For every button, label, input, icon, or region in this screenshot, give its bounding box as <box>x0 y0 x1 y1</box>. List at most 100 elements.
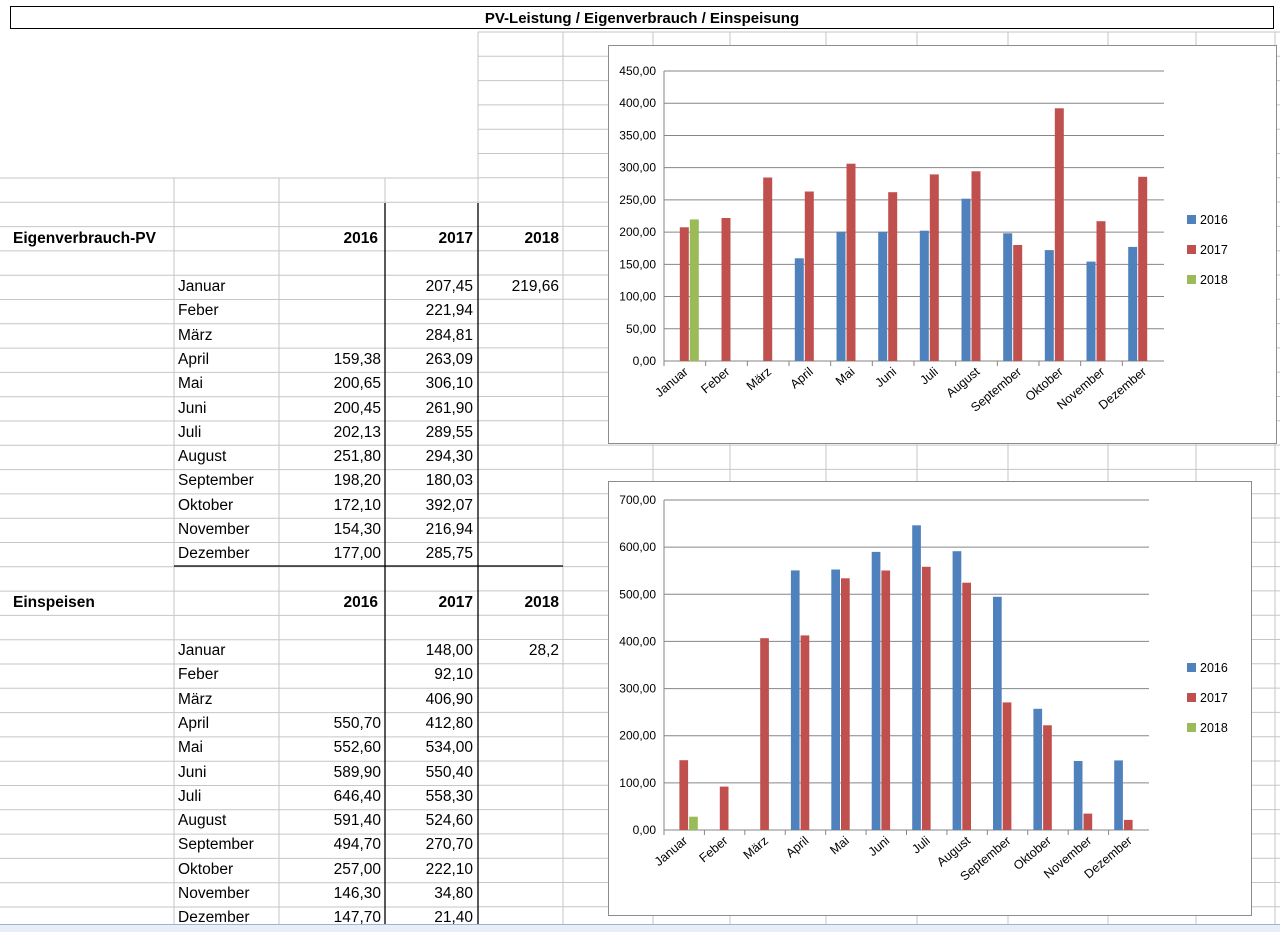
bar-2016-August[interactable] <box>952 551 962 830</box>
value-2016: 550,70 <box>333 714 381 732</box>
bar-2016-Juni[interactable] <box>878 231 888 361</box>
x-tick-label: Juli <box>909 834 932 857</box>
x-tick-label: Juni <box>866 834 893 859</box>
value-2017: 284,81 <box>425 326 473 344</box>
bar-2017-Juli[interactable] <box>921 566 931 830</box>
bar-2017-September[interactable] <box>1002 702 1012 830</box>
bar-2016-September[interactable] <box>993 596 1002 830</box>
bar-2016-Dezember[interactable] <box>1128 246 1138 361</box>
legend-label-2017: 2017 <box>1200 243 1228 257</box>
month-label: Mai <box>178 375 203 393</box>
bar-2016-Oktober[interactable] <box>1044 250 1054 361</box>
eigenverbrauch-chart[interactable]: 0,00 50,00 100,00 150,00 200,00 250,00 300,00 3… <box>608 45 1277 444</box>
bar-2017-Oktober[interactable] <box>1054 108 1064 361</box>
month-label: Juli <box>178 787 202 805</box>
y-tick-label: 0,00 <box>633 354 657 368</box>
value-2016: 159,38 <box>333 350 381 368</box>
month-label: August <box>178 812 227 830</box>
bar-2017-Juni[interactable] <box>888 192 898 361</box>
value-2016: 552,60 <box>333 739 381 757</box>
legend-label-2016: 2016 <box>1200 213 1228 227</box>
month-label: März <box>178 326 213 344</box>
bar-2017-November[interactable] <box>1083 813 1093 830</box>
value-2016: 172,10 <box>333 496 381 514</box>
legend-swatch-2016 <box>1187 663 1196 672</box>
year-header-2018: 2018 <box>524 594 559 611</box>
value-2017: 294,30 <box>425 448 473 466</box>
x-tick-label: März <box>741 834 771 863</box>
y-tick-label: 200,00 <box>619 225 656 239</box>
bar-2017-Dezember[interactable] <box>1123 819 1133 830</box>
value-2016: 200,65 <box>333 375 381 393</box>
bar-2016-Juli[interactable] <box>912 525 921 830</box>
value-2018: 219,66 <box>511 278 559 295</box>
y-tick-label: 150,00 <box>619 257 656 271</box>
value-2016: 494,70 <box>333 836 381 854</box>
value-2017: 263,09 <box>425 350 473 368</box>
bar-2016-Dezember[interactable] <box>1114 760 1123 830</box>
bar-2017-Januar[interactable] <box>679 760 689 830</box>
bar-2017-August[interactable] <box>971 171 981 361</box>
value-2016: 589,90 <box>333 763 381 781</box>
bar-2016-November[interactable] <box>1073 761 1083 830</box>
year-header-2017: 2017 <box>438 230 473 247</box>
bar-2016-Oktober[interactable] <box>1033 708 1043 830</box>
value-2016: 251,80 <box>333 448 381 466</box>
bar-2017-Juli[interactable] <box>929 174 939 361</box>
value-2017: 285,75 <box>425 545 473 563</box>
y-tick-label: 0,00 <box>633 823 657 837</box>
bar-2016-November[interactable] <box>1086 261 1096 361</box>
month-label: September <box>178 836 254 854</box>
bar-2017-Juni[interactable] <box>881 570 891 831</box>
bar-2016-April[interactable] <box>794 258 804 361</box>
x-tick-label: Feber <box>697 834 731 866</box>
value-2016: 198,20 <box>333 472 381 490</box>
bar-2018-Januar[interactable] <box>689 219 699 361</box>
value-2017: 92,10 <box>434 666 473 684</box>
bar-2017-Feber[interactable] <box>719 786 729 830</box>
bar-2016-Mai[interactable] <box>831 569 840 831</box>
bar-2017-August[interactable] <box>962 582 971 830</box>
y-tick-label: 450,00 <box>619 64 656 78</box>
bar-2018-Januar[interactable] <box>689 816 698 830</box>
sheet-tab-bar[interactable] <box>0 924 1280 932</box>
bar-2016-Juli[interactable] <box>919 230 929 361</box>
bar-2017-November[interactable] <box>1096 221 1106 361</box>
x-tick-label: Juni <box>873 365 900 390</box>
bar-2016-August[interactable] <box>961 198 971 361</box>
value-2016: 147,70 <box>333 909 381 927</box>
bar-2017-Mai[interactable] <box>846 163 856 361</box>
bar-2017-März[interactable] <box>760 638 769 830</box>
month-label: Juni <box>178 763 207 781</box>
value-2017: 270,70 <box>425 836 473 854</box>
bar-2017-März[interactable] <box>763 177 773 362</box>
y-tick-label: 50,00 <box>626 322 656 336</box>
einspeisen-chart[interactable]: 0,00 100,00 200,00 300,00 400,00 500,00 600,00… <box>608 481 1252 916</box>
value-2016: 154,30 <box>333 521 381 538</box>
bar-2017-April[interactable] <box>804 191 814 362</box>
chart-svg: 0,00 50,00 100,00 150,00 200,00 250,00 300,00 3… <box>619 64 1228 415</box>
bar-2017-Feber[interactable] <box>721 218 731 361</box>
y-tick-label: 350,00 <box>619 128 656 142</box>
month-label: November <box>178 885 250 902</box>
month-label: Feber <box>178 666 219 684</box>
month-label: Oktober <box>178 860 234 878</box>
bar-2017-Januar[interactable] <box>679 227 689 361</box>
bar-2016-September[interactable] <box>1003 233 1013 361</box>
bar-2017-Mai[interactable] <box>841 578 850 830</box>
y-tick-label: 200,00 <box>619 729 656 743</box>
month-label: Oktober <box>178 496 234 514</box>
value-2017: 534,00 <box>425 739 473 757</box>
y-tick-label: 400,00 <box>619 634 656 648</box>
bar-2017-April[interactable] <box>800 635 810 830</box>
bar-2017-September[interactable] <box>1013 245 1023 361</box>
bar-2017-Oktober[interactable] <box>1043 725 1052 830</box>
bar-2016-Juni[interactable] <box>871 551 881 830</box>
y-tick-label: 100,00 <box>619 776 656 790</box>
y-tick-label: 400,00 <box>619 96 656 110</box>
x-tick-label: Mai <box>827 834 851 858</box>
bar-2017-Dezember[interactable] <box>1138 176 1148 361</box>
bar-2016-Mai[interactable] <box>836 231 846 361</box>
value-2016: 146,30 <box>333 885 381 902</box>
bar-2016-April[interactable] <box>790 570 800 830</box>
